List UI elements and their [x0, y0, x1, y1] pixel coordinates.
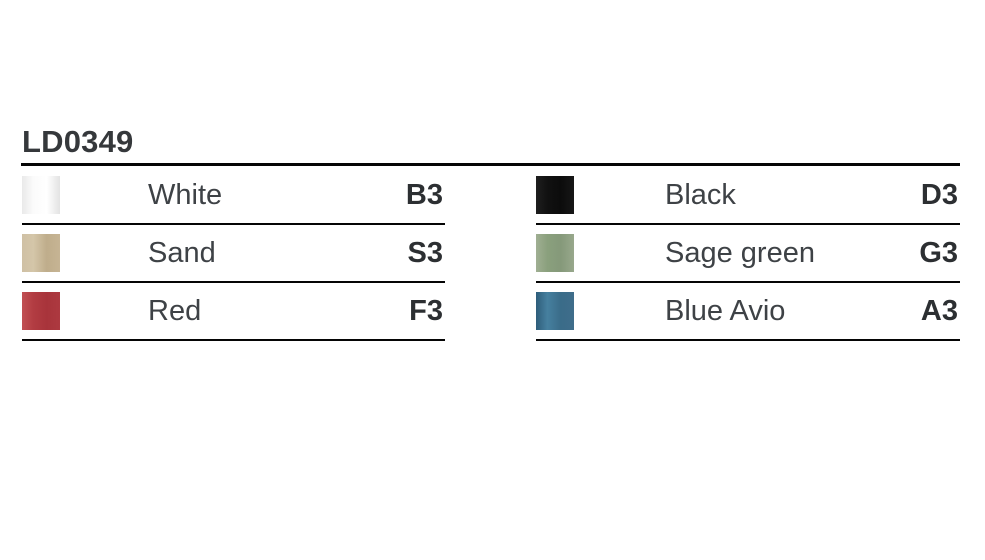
page-title: LD0349 [22, 124, 134, 159]
title-divider [21, 163, 960, 166]
color-row-blue-avio: Blue Avio A3 [536, 283, 960, 341]
color-code: S3 [407, 236, 443, 269]
color-code: D3 [920, 178, 958, 211]
color-name: Red [148, 294, 202, 327]
color-code: G3 [919, 236, 958, 269]
color-code: F3 [409, 294, 443, 327]
color-row-black: Black D3 [536, 167, 960, 225]
color-name: Blue Avio [665, 294, 786, 327]
color-code: B3 [405, 178, 443, 211]
color-name: White [148, 178, 223, 211]
color-swatch-black [536, 176, 574, 214]
color-row-sand: Sand S3 [22, 225, 445, 283]
swatch-column-left: White B3 Sand S3 Red F3 [22, 167, 445, 341]
color-swatch-white [22, 176, 60, 214]
color-name: Sage green [665, 236, 815, 269]
color-code: A3 [920, 294, 958, 327]
color-swatch-sage-green [536, 234, 574, 272]
color-swatch-red [22, 292, 60, 330]
color-name: Black [665, 178, 736, 211]
color-name: Sand [148, 236, 216, 269]
color-row-white: White B3 [22, 167, 445, 225]
color-row-sage-green: Sage green G3 [536, 225, 960, 283]
color-swatch-sand [22, 234, 60, 272]
swatch-column-right: Black D3 Sage green G3 Blue Avio A3 [536, 167, 960, 341]
color-row-red: Red F3 [22, 283, 445, 341]
color-swatch-blue-avio [536, 292, 574, 330]
